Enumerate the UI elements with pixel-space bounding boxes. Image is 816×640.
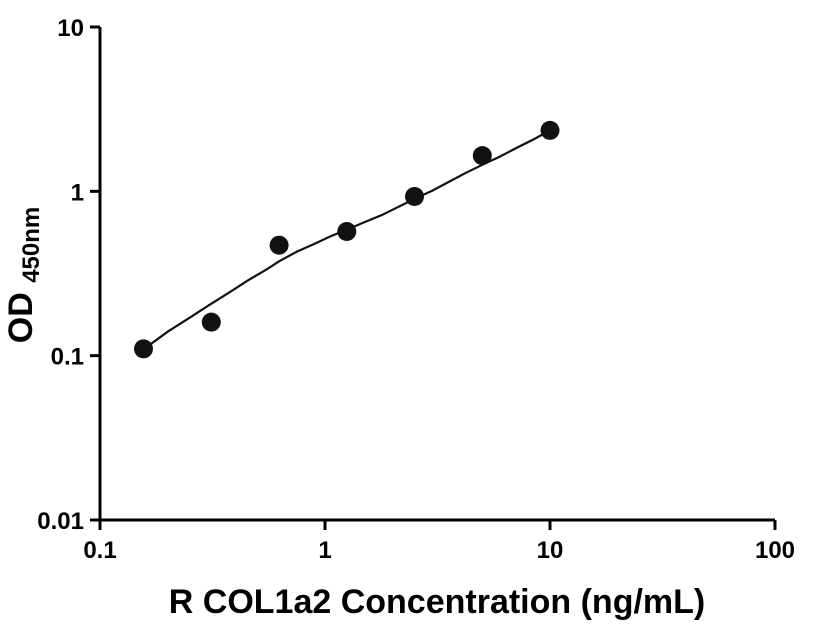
fit-curve [138,129,551,354]
x-tick-label: 1 [318,537,331,564]
y-tick-label: 0.01 [37,508,84,535]
x-axis-title: R COL1a2 Concentration (ng/mL) [169,583,705,621]
data-point [472,146,492,166]
y-axis-title-subscript: 450nm [18,207,45,283]
x-tick-label: 100 [755,537,795,564]
data-point [405,187,424,206]
x-tick-label: 0.1 [83,537,116,564]
data-point [134,339,153,359]
y-tick-label: 1 [71,179,84,206]
y-tick-label: 10 [57,15,84,42]
data-point [269,235,289,255]
x-tick-label: 10 [537,537,564,564]
data-point [337,222,357,241]
y-axis-title-main: OD [2,292,40,343]
data-point [540,120,560,140]
y-axis-title: OD 450nm [2,207,45,344]
data-point [201,312,221,332]
y-tick-label: 0.1 [51,344,84,371]
